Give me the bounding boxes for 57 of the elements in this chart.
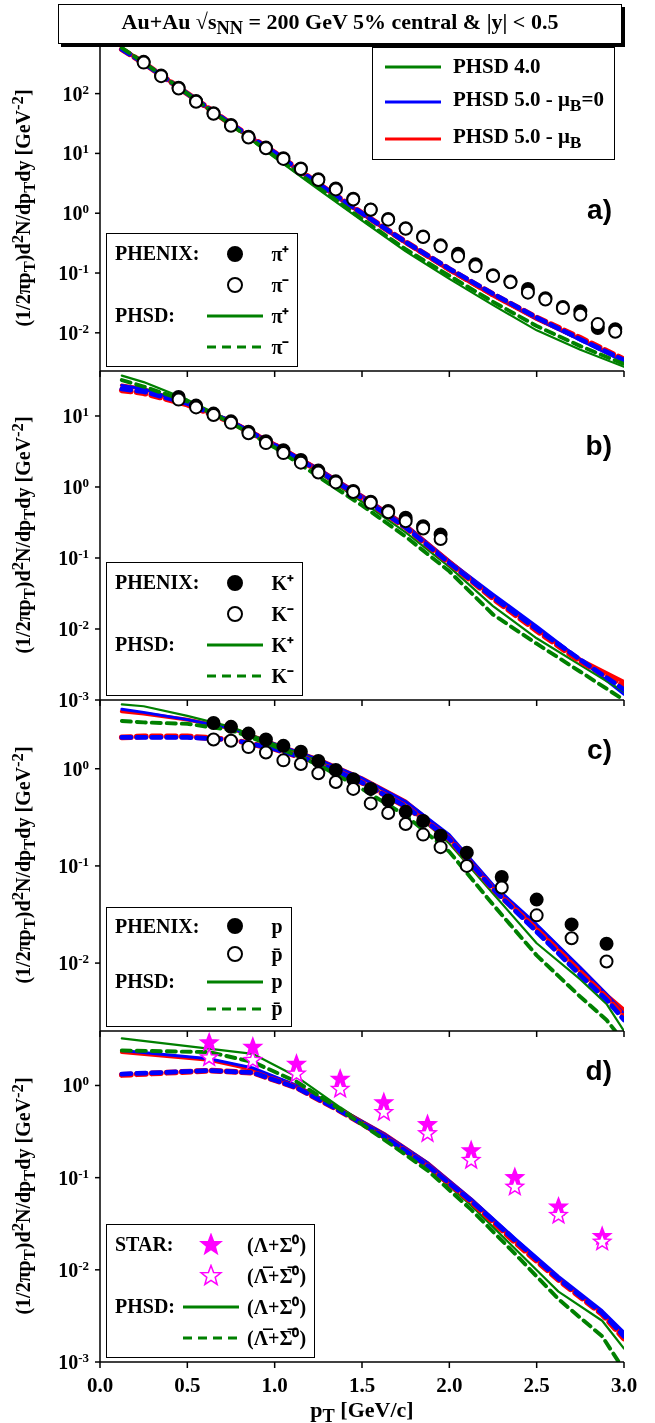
annotation: a) xyxy=(587,194,612,226)
y-tick-label: 10$^{-2}$ xyxy=(58,320,89,344)
y-tick-label: 10$^{-1}$ xyxy=(58,545,89,569)
annotation: b) xyxy=(585,430,612,462)
annotation: PHENIX: xyxy=(115,914,200,938)
y-tick-label: 10$^{1}$ xyxy=(62,403,89,427)
chart-title: Au+Au √s$_{NN}$ = 200 GeV 5% central & |y| < 0.5 xyxy=(58,4,622,45)
y-tick-label: 10$^{0}$ xyxy=(62,1072,89,1097)
annotation: PHENIX: xyxy=(115,242,200,265)
text: π⁺ xyxy=(271,305,290,327)
annotation: PHSD: xyxy=(115,970,176,993)
annotation: PHENIX: xyxy=(115,571,200,594)
x-tick-label: 1.0 xyxy=(261,1373,288,1397)
text: p̄ xyxy=(271,997,283,1019)
text: K⁺ xyxy=(271,634,295,656)
y-tick-label: 10$^{-1}$ xyxy=(58,1165,89,1189)
legend-label: K⁻ xyxy=(271,602,295,627)
legend-label: (Λ+Σ⁰) xyxy=(247,1233,307,1258)
y-tick-label: 10$^{-2}$ xyxy=(58,1257,89,1281)
y-tick-label: 10$^{-2}$ xyxy=(58,950,89,975)
annotation: d) xyxy=(585,1055,612,1087)
legend-label: PHSD 5.0 - μ$_{B}$=0 xyxy=(452,87,604,117)
legend-label: PHSD 5.0 - μ$_{B}$ xyxy=(452,124,583,154)
annotation: PHSD: xyxy=(115,633,176,656)
legend-label: π⁺ xyxy=(271,242,290,267)
y-tick-label: 10$^{-3}$ xyxy=(58,1349,90,1373)
legend-label: (Λ̅+Σ̅⁰) xyxy=(247,1264,307,1289)
legend-label: p xyxy=(271,914,283,938)
y-tick-label: 10$^{0}$ xyxy=(62,474,89,498)
annotation: c) xyxy=(587,734,612,766)
annotation: STAR: xyxy=(115,1233,175,1256)
legend-label: PHSD 4.0 xyxy=(452,54,542,79)
x-tick-label: 3.0 xyxy=(610,1373,638,1397)
y-tick-label: 10$^{2}$ xyxy=(62,81,89,105)
text: π⁻ xyxy=(271,336,290,358)
x-tick-label: 2.0 xyxy=(436,1373,463,1397)
annotation: PHSD: xyxy=(115,304,176,327)
annotation: PHSD: xyxy=(115,1295,175,1318)
legend-label: K⁺ xyxy=(271,571,295,596)
x-tick-label: 2.5 xyxy=(523,1373,550,1397)
y-tick-label: 10$^{-1}$ xyxy=(58,853,89,877)
y-tick-label: 10$^{0}$ xyxy=(62,200,89,225)
x-axis-title: p$_{T}$ [GeV/c] xyxy=(310,1397,414,1423)
y-tick-label: 10$^{-1}$ xyxy=(58,260,89,285)
legend-label: π⁻ xyxy=(271,273,290,298)
text: K⁻ xyxy=(271,665,295,687)
x-tick-label: 0.5 xyxy=(174,1373,201,1397)
text: (Λ̅+Σ̅⁰) xyxy=(247,1327,307,1349)
y-tick-label: 10$^{-2}$ xyxy=(58,616,89,640)
y-tick-label: 10$^{0}$ xyxy=(62,756,89,780)
y-tick-label: 10$^{-3}$ xyxy=(58,687,90,711)
text: (Λ+Σ⁰) xyxy=(247,1296,307,1318)
legend-label: p̄ xyxy=(271,942,283,966)
text: p xyxy=(271,970,283,992)
x-tick-label: 0.0 xyxy=(86,1373,114,1397)
y-tick-label: 10$^{1}$ xyxy=(62,140,89,165)
x-tick-label: 1.5 xyxy=(348,1373,376,1397)
